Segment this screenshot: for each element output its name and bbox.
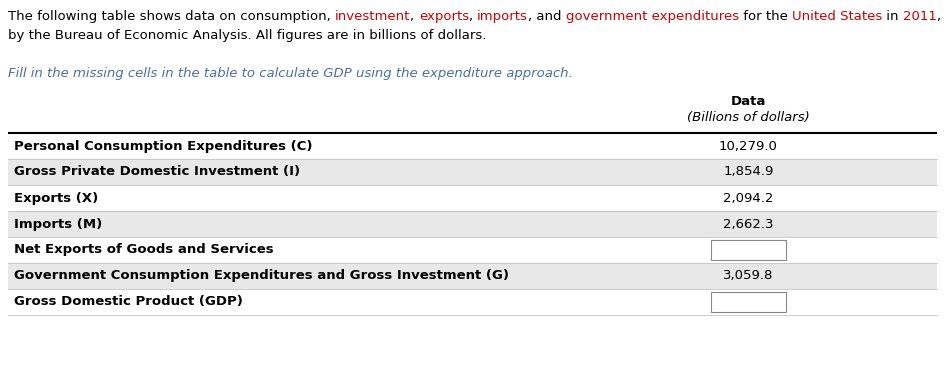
Bar xyxy=(710,292,785,312)
Text: Gross Domestic Product (GDP): Gross Domestic Product (GDP) xyxy=(14,296,243,308)
Text: United States: United States xyxy=(791,10,882,23)
Text: by the Bureau of Economic Analysis. All figures are in billions of dollars.: by the Bureau of Economic Analysis. All … xyxy=(8,29,486,42)
Text: 2011: 2011 xyxy=(902,10,936,23)
Text: (Billions of dollars): (Billions of dollars) xyxy=(686,111,809,124)
Text: government expenditures: government expenditures xyxy=(565,10,738,23)
Text: Data: Data xyxy=(730,95,766,108)
Text: Personal Consumption Expenditures (C): Personal Consumption Expenditures (C) xyxy=(14,139,312,152)
Text: 3,059.8: 3,059.8 xyxy=(722,270,773,283)
Text: , as published: , as published xyxy=(936,10,944,23)
Text: for the: for the xyxy=(738,10,791,23)
Text: in: in xyxy=(882,10,902,23)
Text: , and: , and xyxy=(528,10,565,23)
Bar xyxy=(710,240,785,260)
Text: 10,279.0: 10,279.0 xyxy=(718,139,777,152)
Text: investment: investment xyxy=(334,10,410,23)
Text: Government Consumption Expenditures and Gross Investment (G): Government Consumption Expenditures and … xyxy=(14,270,509,283)
Text: 1,854.9: 1,854.9 xyxy=(722,165,773,178)
Bar xyxy=(8,263,936,289)
Text: 2,662.3: 2,662.3 xyxy=(722,218,773,231)
Text: Exports (X): Exports (X) xyxy=(14,192,98,205)
Text: imports: imports xyxy=(477,10,528,23)
Text: Imports (M): Imports (M) xyxy=(14,218,102,231)
Bar xyxy=(8,211,936,237)
Bar xyxy=(8,159,936,185)
Text: 2,094.2: 2,094.2 xyxy=(722,192,773,205)
Text: The following table shows data on consumption,: The following table shows data on consum… xyxy=(8,10,334,23)
Text: exports: exports xyxy=(418,10,468,23)
Text: Fill in the missing cells in the table to calculate GDP using the expenditure ap: Fill in the missing cells in the table t… xyxy=(8,67,572,80)
Text: Gross Private Domestic Investment (I): Gross Private Domestic Investment (I) xyxy=(14,165,300,178)
Text: ,: , xyxy=(468,10,477,23)
Text: ,: , xyxy=(410,10,418,23)
Text: Net Exports of Goods and Services: Net Exports of Goods and Services xyxy=(14,244,274,257)
